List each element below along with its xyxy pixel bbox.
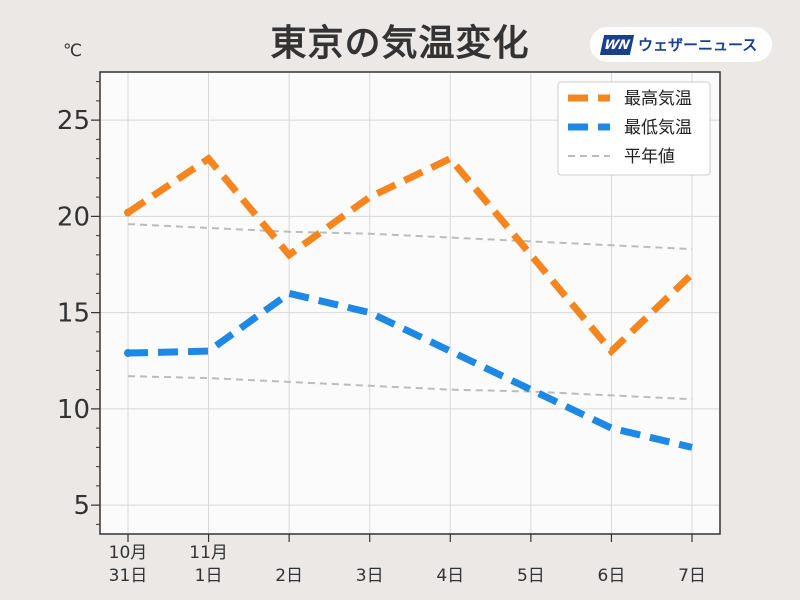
- x-tick-label-day: 31日: [109, 566, 148, 586]
- x-tick-label-day: 3日: [356, 566, 384, 586]
- y-axis-unit: ℃: [63, 41, 82, 61]
- plot-frame: [99, 71, 721, 535]
- x-tick-label-day: 6日: [598, 566, 626, 586]
- normal-temp-line: [127, 375, 693, 401]
- legend-label: 最高気温: [624, 89, 692, 109]
- x-tick-label-day: 4日: [436, 566, 464, 586]
- x-tick-label-day: 2日: [275, 566, 303, 586]
- max-temp-line: [126, 153, 695, 357]
- x-tick-label-month: 11月: [189, 543, 228, 563]
- y-tick-label: 10: [57, 395, 90, 425]
- x-tick-label-day: 7日: [678, 566, 706, 586]
- x-tick-label-day: 1日: [195, 566, 223, 586]
- normal-temp-line: [127, 223, 693, 251]
- legend-box: [557, 81, 711, 176]
- weathernews-badge: WN ウェザーニュース: [590, 27, 772, 62]
- y-tick-label: 25: [57, 106, 90, 136]
- brand-name: ウェザーニュース: [638, 36, 758, 54]
- data-point: [124, 349, 132, 358]
- min-temp-line: [127, 289, 693, 451]
- legend-label: 平年値: [624, 147, 675, 167]
- data-point: [124, 208, 132, 217]
- chart-title: 東京の気温変化: [270, 23, 530, 64]
- legend-label: 最低気温: [624, 118, 692, 138]
- y-tick-label: 15: [57, 299, 90, 329]
- x-tick-label-month: 10月: [109, 543, 148, 563]
- y-tick-label: 5: [73, 491, 90, 521]
- x-tick-label-day: 5日: [517, 566, 545, 586]
- y-tick-label: 20: [57, 202, 90, 232]
